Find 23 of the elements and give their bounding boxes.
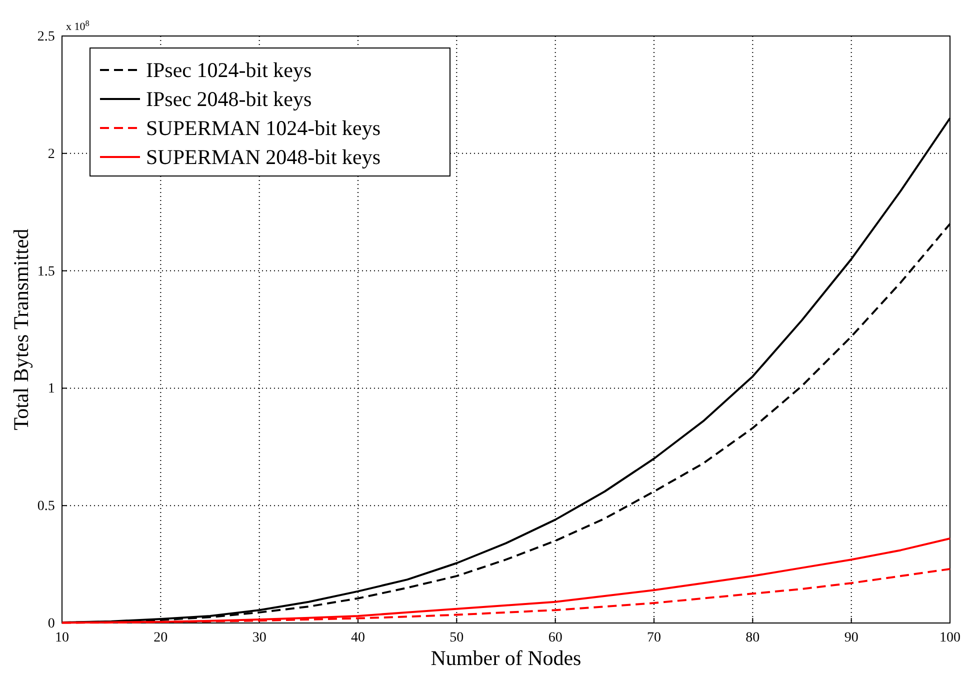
y-tick-label: 0.5: [37, 499, 55, 514]
legend-label: SUPERMAN 2048-bit keys: [146, 145, 381, 169]
x-tick-label: 30: [252, 630, 266, 646]
x-axis-title: Number of Nodes: [430, 646, 582, 670]
text: x 10$^{8}$: [66, 18, 90, 33]
legend-label: SUPERMAN 1024-bit keys: [146, 116, 381, 140]
x-tick-label: 90: [844, 630, 858, 646]
x-tick-label: 70: [647, 630, 661, 646]
x-tick-label: 20: [154, 630, 168, 646]
x-tick-label: 60: [548, 630, 562, 646]
x-tick-label: 50: [450, 630, 464, 646]
x-tick-label: 40: [351, 630, 365, 646]
y-tick-label: 2.5: [37, 29, 55, 44]
x-tick-label: 80: [746, 630, 760, 646]
legend-label: IPsec 1024-bit keys: [146, 58, 312, 82]
y-tick-label: 1.5: [37, 264, 55, 280]
legend-label: IPsec 2048-bit keys: [146, 87, 312, 111]
y-axis-title: Total Bytes Transmitted: [9, 228, 33, 430]
x-tick-label: 10: [55, 630, 69, 646]
x-tick-label: 100: [940, 630, 960, 646]
y-tick-label: 1: [48, 382, 55, 397]
y-tick-label: 2: [48, 146, 55, 162]
y-tick-label: 0: [48, 616, 55, 632]
